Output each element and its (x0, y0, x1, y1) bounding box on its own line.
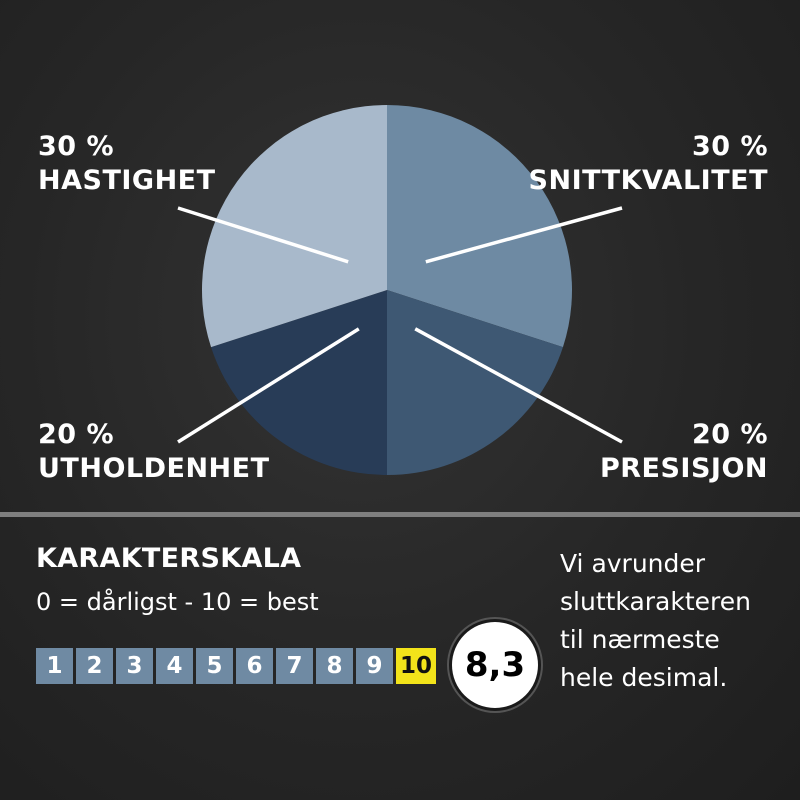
grade-box-6: 6 (236, 648, 273, 684)
grade-box-4: 4 (156, 648, 193, 684)
label-snittkvalitet: 30 % SNITTKVALITET (529, 130, 768, 198)
leader-line-snittkvalitet (425, 206, 623, 264)
label-utholdenhet: 20 % UTHOLDENHET (38, 418, 270, 486)
grade-box-5: 5 (196, 648, 233, 684)
leader-line-presisjon (414, 327, 623, 444)
grade-scale: 1 2 3 4 5 6 7 8 9 10 (36, 648, 439, 684)
note-line: til nærmeste (560, 625, 720, 654)
grade-box-7: 7 (276, 648, 313, 684)
note-line: hele desimal. (560, 663, 728, 692)
grade-box-10: 10 (396, 648, 436, 684)
label-hastighet-name: HASTIGHET (38, 165, 216, 196)
rounding-note: Vi avrunder sluttkarakteren til nærmeste… (560, 545, 790, 697)
section-divider (0, 512, 800, 517)
pie-slice-utholdenhet (211, 290, 387, 475)
scale-description: 0 = dårligst - 10 = best (36, 588, 319, 616)
leader-line-utholdenhet (177, 327, 360, 444)
pie-chart (177, 105, 623, 475)
label-utholdenhet-percent: 20 % (38, 419, 115, 450)
label-presisjon: 20 % PRESISJON (600, 418, 768, 486)
label-snittkvalitet-percent: 30 % (691, 131, 768, 162)
label-presisjon-name: PRESISJON (599, 453, 768, 484)
label-presisjon-percent: 20 % (691, 419, 768, 450)
label-hastighet: 30 % HASTIGHET (38, 130, 216, 198)
score-badge: 8,3 (452, 622, 538, 708)
grade-box-3: 3 (116, 648, 153, 684)
note-line: Vi avrunder (560, 549, 706, 578)
scale-title: KARAKTERSKALA (36, 543, 302, 574)
pie-slice-hastighet (202, 105, 387, 348)
leader-line-hastighet (177, 206, 349, 264)
label-hastighet-percent: 30 % (38, 131, 115, 162)
grade-box-8: 8 (316, 648, 353, 684)
grade-box-2: 2 (76, 648, 113, 684)
grade-box-1: 1 (36, 648, 73, 684)
note-line: sluttkarakteren (560, 587, 751, 616)
pie-slice-snittkvalitet (387, 105, 572, 348)
grade-box-9: 9 (356, 648, 393, 684)
label-utholdenhet-name: UTHOLDENHET (38, 453, 270, 484)
label-snittkvalitet-name: SNITTKVALITET (528, 165, 768, 196)
